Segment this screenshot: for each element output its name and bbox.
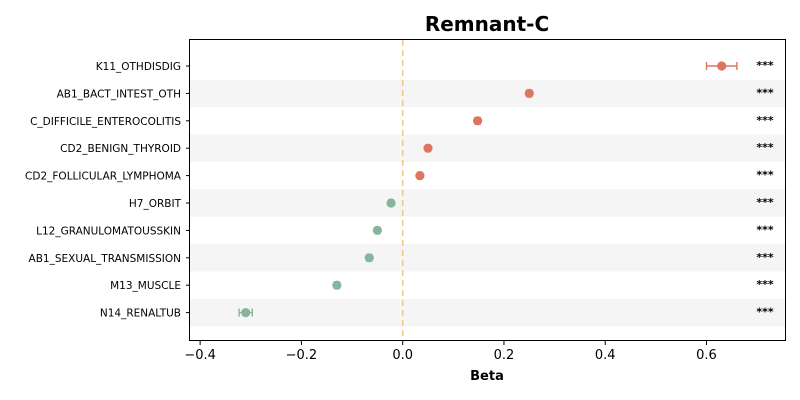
significance-labels: *** *** *** *** *** *** *** *** *** ***: [756, 59, 774, 319]
row-band: [190, 244, 785, 272]
significance-label: ***: [756, 278, 774, 291]
y-tick-label: AB1_BACT_INTEST_OTH: [57, 88, 181, 100]
x-tick-label: 0.6: [696, 348, 717, 363]
data-point: [423, 143, 433, 153]
row-band: [190, 298, 785, 327]
significance-label: ***: [756, 306, 774, 319]
significance-label: ***: [756, 59, 774, 72]
data-point: [524, 88, 534, 98]
y-tick-labels: K11_OTHDISDIG AB1_BACT_INTEST_OTH C_DIFFIC…: [25, 61, 190, 320]
data-point: [386, 198, 396, 208]
x-tick-label: 0.2: [494, 348, 515, 363]
data-point: [717, 61, 727, 71]
data-point: [415, 171, 425, 181]
y-tick-label: CD2_BENIGN_THYROID: [60, 143, 181, 155]
y-tick-label: M13_MUSCLE: [110, 280, 181, 292]
y-tick-label: AB1_SEXUAL_TRANSMISSION: [29, 253, 181, 265]
significance-label: ***: [756, 114, 774, 127]
significance-label: ***: [756, 141, 774, 154]
data-point: [332, 280, 342, 290]
row-bands: [190, 79, 785, 327]
significance-label: ***: [756, 169, 774, 182]
plot-frame: [189, 39, 786, 341]
x-axis-ticks: −0.4 −0.2 0.0 0.2 0.4 0.6: [184, 340, 717, 363]
y-tick-label: N14_RENALTUB: [100, 308, 181, 320]
data-points: [241, 61, 727, 318]
y-tick-label: C_DIFFICILE_ENTEROCOLITIS: [30, 116, 181, 128]
x-axis-label: Beta: [470, 369, 504, 384]
x-tick-label: −0.4: [184, 348, 216, 363]
row-band: [190, 189, 785, 217]
y-tick-label: L12_GRANULOMATOUSSKIN: [36, 225, 181, 237]
significance-label: ***: [756, 223, 774, 236]
data-point: [473, 116, 483, 126]
y-tick-label: H7_ORBIT: [129, 198, 182, 210]
y-tick-label: K11_OTHDISDIG: [96, 61, 181, 73]
row-band: [190, 79, 785, 108]
data-point: [372, 225, 382, 235]
significance-label: ***: [756, 86, 774, 99]
significance-label: ***: [756, 196, 774, 209]
significance-label: ***: [756, 251, 774, 264]
chart-title: Remnant-C: [425, 12, 549, 36]
row-band: [190, 134, 785, 162]
x-tick-label: 0.4: [595, 348, 616, 363]
data-point: [364, 253, 374, 263]
x-tick-label: −0.2: [286, 348, 318, 363]
y-tick-label: CD2_FOLLICULAR_LYMPHOMA: [25, 171, 182, 183]
x-tick-label: 0.0: [392, 348, 413, 363]
data-point: [241, 308, 251, 318]
